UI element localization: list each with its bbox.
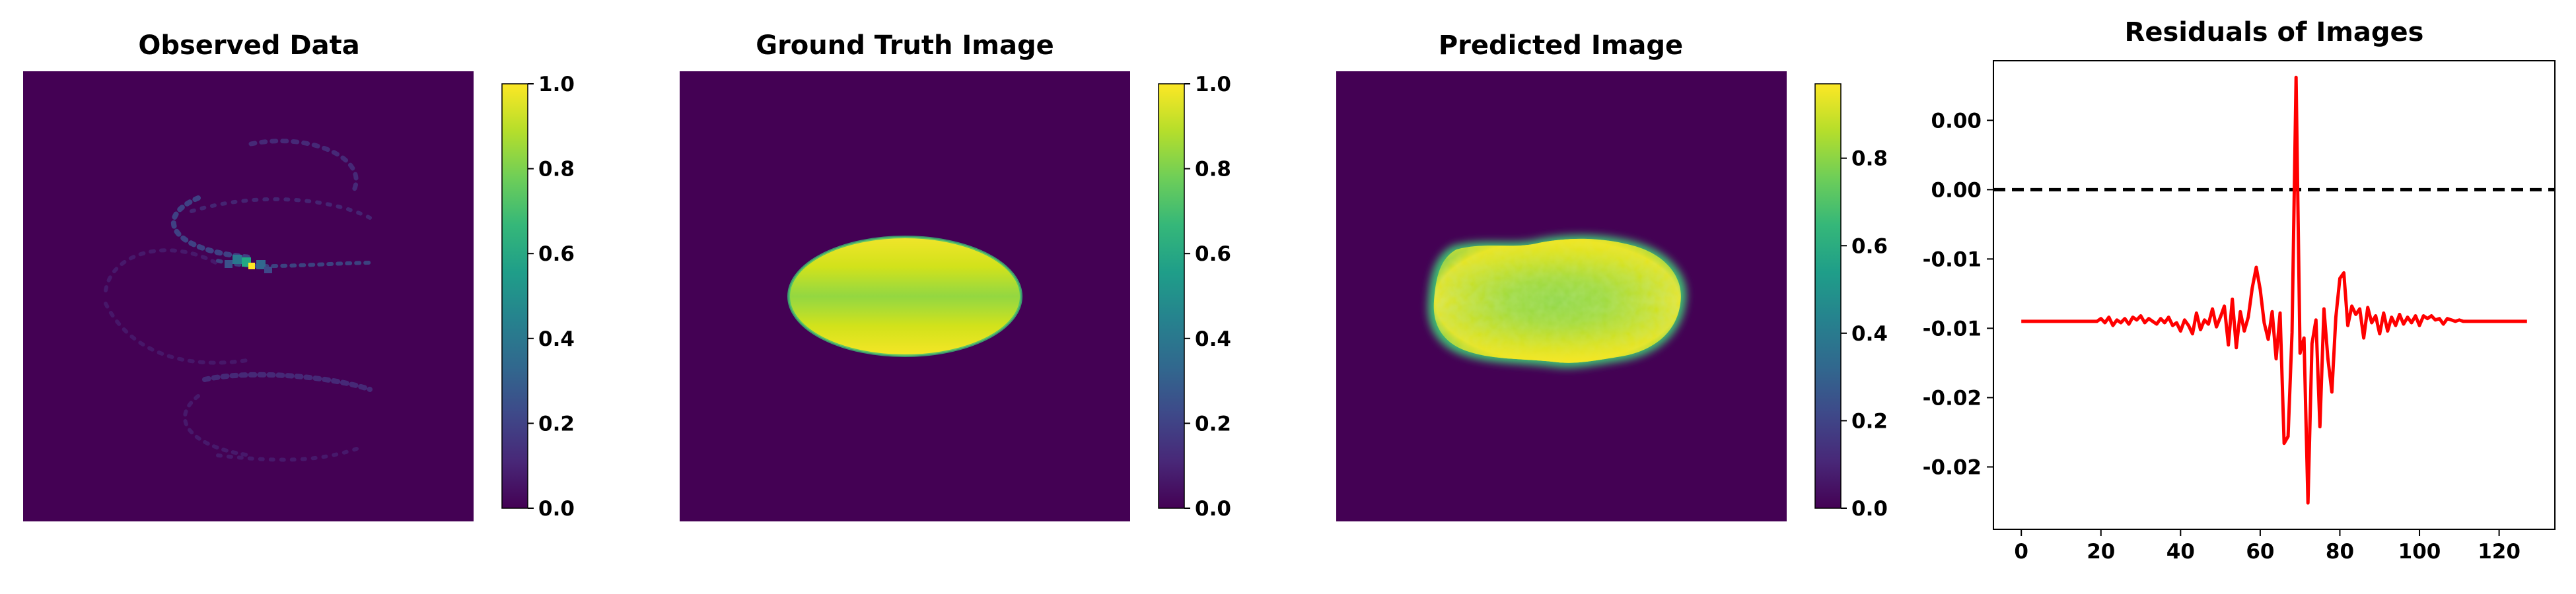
predicted-title: Predicted Image	[1439, 30, 1683, 61]
predicted-colorbar-ticks: 0.0 0.2 0.4 0.6 0.8	[1841, 147, 1888, 521]
residuals-plot-area: 0 20 40 60 80 100 120 0.00 0.00 -0.01 -0.01 -0.02 -0…	[1923, 60, 2556, 564]
residuals-series-line	[2021, 75, 2527, 505]
colorbar-tick-label: 0.8	[538, 158, 575, 182]
colorbar-tick-label: 1.0	[538, 73, 575, 96]
x-tick-label: 40	[2166, 540, 2195, 564]
y-tick-label: 0.00	[1931, 178, 1982, 202]
colorbar-tick-label: 0.6	[1195, 242, 1231, 266]
residuals-title: Residuals of Images	[2125, 17, 2424, 48]
x-tick-label: 0	[2014, 540, 2028, 564]
ground-truth-ellipse-edge	[787, 236, 1022, 357]
colorbar-tick-label: 1.0	[1195, 73, 1231, 96]
y-tick-label: -0.02	[1923, 386, 1982, 410]
observed-data-colorbar	[501, 83, 528, 509]
observed-data-bright-spot	[225, 255, 272, 273]
colorbar-tick-label: 0.8	[1851, 147, 1888, 171]
observed-data-title: Observed Data	[138, 30, 359, 61]
colorbar-tick-label: 0.2	[538, 412, 575, 436]
x-tick-label: 80	[2326, 540, 2354, 564]
panel-observed-data: Observed Data 0.0 0.2 0.4 0.6 0.8 1.0	[23, 30, 575, 521]
residuals-axes-frame	[1993, 60, 2556, 530]
panel-ground-truth: Ground Truth Image 0.0 0.2 0.4 0.6 0.8 1.0	[680, 30, 1231, 521]
colorbar-tick-label: 0.0	[1195, 497, 1231, 521]
ground-truth-title: Ground Truth Image	[756, 30, 1054, 61]
colorbar-tick-label: 0.6	[538, 242, 575, 266]
predicted-blob-shading	[1433, 238, 1681, 363]
colorbar-tick-label: 0.4	[538, 327, 575, 351]
colorbar-tick-label: 0.4	[1195, 327, 1231, 351]
y-tick-label: -0.02	[1923, 455, 1982, 479]
colorbar-tick-label: 0.0	[538, 497, 575, 521]
predicted-colorbar	[1814, 83, 1842, 509]
colorbar-tick-label: 0.4	[1851, 322, 1888, 346]
ground-truth-colorbar-ticks: 0.0 0.2 0.4 0.6 0.8 1.0	[1184, 73, 1231, 521]
observed-data-colorbar-ticks: 0.0 0.2 0.4 0.6 0.8 1.0	[528, 73, 575, 521]
x-tick-label: 120	[2478, 540, 2521, 564]
x-tick-label: 20	[2087, 540, 2115, 564]
colorbar-tick-label: 0.2	[1195, 412, 1231, 436]
y-tick-label: -0.01	[1923, 317, 1982, 341]
y-tick-label: -0.01	[1923, 248, 1982, 271]
x-tick-label: 60	[2246, 540, 2274, 564]
ground-truth-ellipse	[789, 237, 1021, 356]
colorbar-tick-label: 0.0	[1851, 497, 1888, 521]
colorbar-tick-label: 0.6	[1851, 234, 1888, 258]
x-tick-label: 100	[2398, 540, 2441, 564]
panel-predicted: Predicted Image 0.0 0.2 0.4 0.6 0.8	[1336, 30, 1888, 521]
panel-residuals: Residuals of Images 0 20 40 60 80 100 1200.000…	[1923, 17, 2556, 564]
observed-data-heatmap	[23, 71, 474, 521]
colorbar-tick-label: 0.8	[1195, 158, 1231, 182]
ground-truth-colorbar	[1158, 83, 1185, 509]
colorbar-tick-label: 0.2	[1851, 409, 1888, 433]
y-tick-label: 0.00	[1931, 109, 1982, 133]
